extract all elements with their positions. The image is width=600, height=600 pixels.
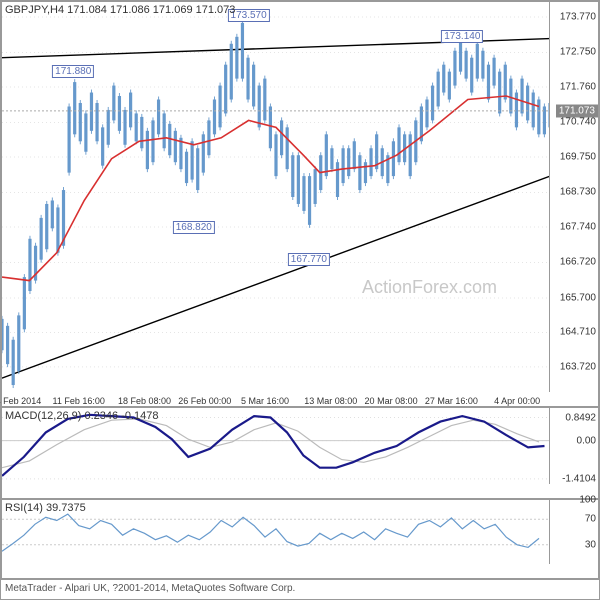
- watermark: ActionForex.com: [362, 277, 497, 298]
- y-tick-label: 170.740: [560, 117, 596, 128]
- y-tick-label: 168.730: [560, 187, 596, 198]
- price-panel: GBPJPY,H4 171.084 171.086 171.069 171.07…: [1, 1, 599, 407]
- y-tick-label: 30: [585, 539, 596, 550]
- price-title: GBPJPY,H4 171.084 171.086 171.069 171.07…: [5, 4, 235, 16]
- x-tick-label: 18 Feb 08:00: [118, 396, 171, 406]
- y-tick-label: 169.750: [560, 151, 596, 162]
- y-tick-label: 164.710: [560, 327, 596, 338]
- x-axis: 4 Feb 2014 11 Feb 16:00 18 Feb 08:00 26 Feb…: [2, 392, 550, 406]
- x-tick-label: 27 Mar 16:00: [425, 396, 478, 406]
- macd-y-axis: -1.4104 0.00 0.8492: [549, 408, 598, 484]
- price-label-box: 168.820: [173, 221, 215, 234]
- x-tick-label: 20 Mar 08:00: [365, 396, 418, 406]
- y-tick-label: 167.740: [560, 221, 596, 232]
- price-label-box: 173.140: [441, 30, 483, 43]
- price-y-axis: 171.073 163.720 164.710 165.700 166.720 167.…: [549, 2, 598, 392]
- x-tick-label: 26 Feb 00:00: [178, 396, 231, 406]
- y-tick-label: 100: [579, 495, 596, 506]
- y-tick-label: 172.750: [560, 47, 596, 58]
- footer-text: MetaTrader - Alpari UK, ?2001-2014, Meta…: [1, 580, 599, 597]
- y-tick-label: 165.700: [560, 292, 596, 303]
- macd-title: MACD(12,26,9) 0.2346 -0.1478: [5, 410, 158, 422]
- price-plot[interactable]: ActionForex.com 171.880173.570173.140168…: [2, 2, 550, 392]
- y-tick-label: 166.720: [560, 257, 596, 268]
- x-tick-label: 11 Feb 16:00: [53, 396, 105, 406]
- x-tick-label: 4 Apr 00:00: [494, 396, 540, 406]
- y-tick-label: 70: [585, 514, 596, 525]
- y-tick-label: 171.760: [560, 81, 596, 92]
- chart-container: GBPJPY,H4 171.084 171.086 171.069 171.07…: [0, 0, 600, 600]
- rsi-y-axis: 3070100: [549, 500, 598, 564]
- y-tick-label: -1.4104: [562, 473, 596, 484]
- y-tick-label: 173.770: [560, 11, 596, 22]
- price-label-box: 167.770: [288, 253, 330, 266]
- y-tick-label: 0.00: [577, 435, 596, 446]
- y-tick-label: 163.720: [560, 361, 596, 372]
- footer: MetaTrader - Alpari UK, ?2001-2014, Meta…: [1, 579, 599, 600]
- x-tick-label: 5 Mar 16:00: [241, 396, 289, 406]
- macd-panel: MACD(12,26,9) 0.2346 -0.1478 -1.4104 0.00…: [1, 407, 599, 499]
- current-price-tag: 171.073: [556, 104, 598, 117]
- x-tick-label: 4 Feb 2014: [0, 396, 41, 406]
- rsi-title: RSI(14) 39.7375: [5, 502, 86, 514]
- y-tick-label: 0.8492: [565, 412, 596, 423]
- price-label-box: 171.880: [52, 65, 94, 78]
- rsi-panel: RSI(14) 39.7375 3070100: [1, 499, 599, 579]
- price-svg: [2, 2, 550, 392]
- x-tick-label: 13 Mar 08:00: [304, 396, 357, 406]
